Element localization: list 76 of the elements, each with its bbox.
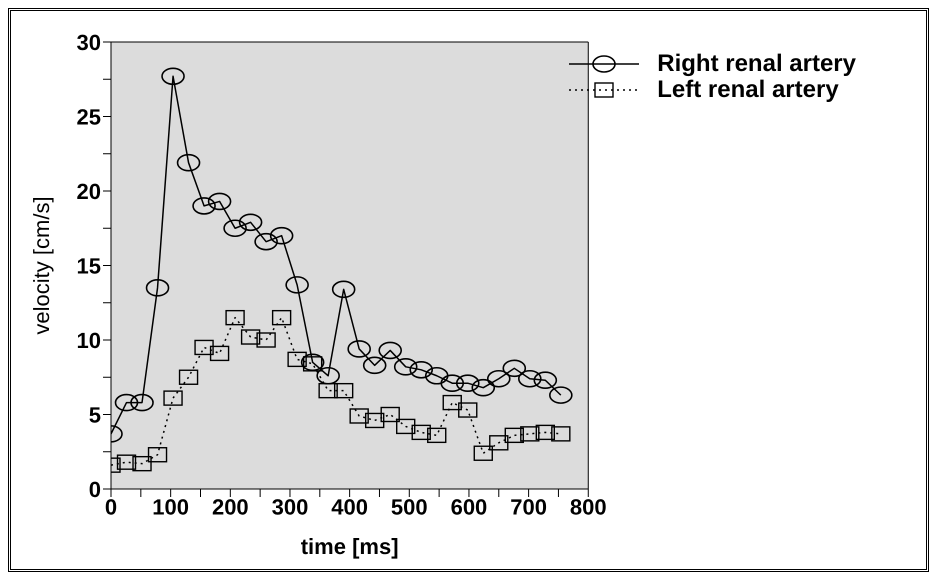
point (394, 358, 418, 376)
point (240, 329, 260, 345)
point (256, 332, 276, 348)
point (471, 378, 496, 396)
point (489, 435, 508, 451)
point (518, 370, 542, 388)
point (396, 418, 416, 434)
x-tick-label: 500 (390, 494, 428, 520)
x-tick-label: 0 (104, 494, 118, 520)
x-tick-label: 800 (570, 494, 607, 520)
point (486, 370, 511, 388)
point (364, 412, 384, 428)
point (504, 428, 524, 444)
point (272, 310, 292, 326)
point (285, 276, 309, 294)
point (378, 342, 402, 360)
y-tick-label: 30 (76, 30, 101, 55)
point (316, 366, 340, 385)
point (458, 402, 478, 418)
point (130, 394, 154, 412)
point (347, 340, 371, 358)
point (146, 279, 170, 297)
point (502, 360, 526, 378)
point (456, 374, 480, 392)
point (536, 424, 556, 440)
y-tick-label: 20 (76, 178, 101, 204)
point (380, 406, 400, 422)
point (194, 340, 214, 356)
y-tick-label: 15 (76, 253, 101, 278)
y-tick-label: 25 (76, 104, 101, 130)
point (362, 356, 386, 374)
point (534, 371, 558, 390)
point (551, 426, 571, 442)
x-tick-label: 300 (272, 494, 308, 520)
y-tick-label: 5 (88, 402, 101, 428)
point (178, 370, 198, 385)
legend-label: Right renal artery (657, 50, 856, 78)
x-axis-title: time [ms] (300, 534, 399, 559)
point (520, 426, 540, 442)
point (318, 382, 338, 398)
point (208, 192, 232, 210)
point (349, 408, 369, 424)
point (176, 154, 200, 172)
point (132, 456, 152, 472)
x-tick-label: 400 (331, 494, 368, 520)
point (474, 446, 493, 461)
point (334, 382, 354, 398)
point (192, 197, 216, 215)
point (424, 366, 449, 385)
y-axis-title: velocity [cm/s] (28, 196, 54, 335)
y-tick-label: 10 (76, 328, 101, 353)
point (409, 361, 434, 379)
point (270, 226, 294, 244)
point (225, 310, 245, 326)
point (412, 424, 431, 440)
point (549, 386, 573, 404)
x-tick-label: 600 (450, 494, 488, 520)
legend-label: Left renal artery (657, 76, 839, 104)
point (254, 232, 278, 250)
point (442, 394, 462, 410)
point (223, 219, 247, 238)
point (161, 67, 185, 86)
y-tick-label: 0 (88, 476, 101, 502)
point (116, 454, 136, 470)
point (163, 390, 183, 406)
point (114, 394, 138, 412)
point (440, 374, 464, 392)
x-tick-label: 100 (152, 494, 190, 520)
point (148, 447, 168, 462)
point (287, 352, 307, 368)
x-tick-label: 200 (212, 494, 249, 520)
x-tick-label: 700 (510, 494, 547, 520)
point (210, 346, 230, 362)
point (332, 280, 356, 298)
point (427, 428, 446, 444)
point (238, 213, 262, 232)
